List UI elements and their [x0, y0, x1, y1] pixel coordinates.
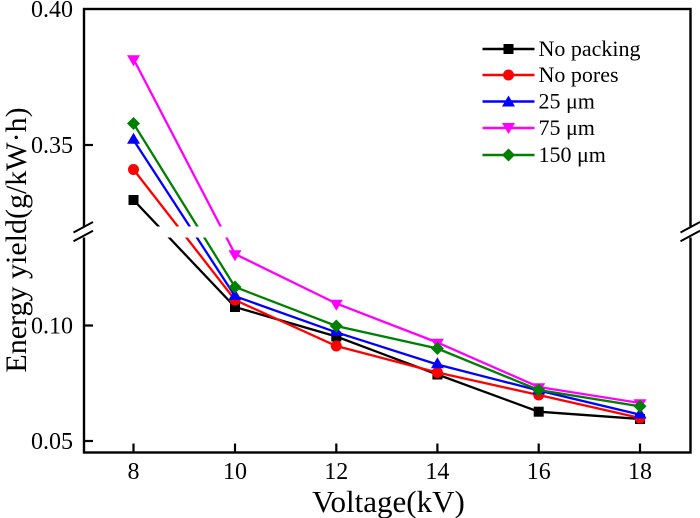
svg-text:0.40: 0.40	[31, 0, 73, 23]
svg-text:No pores: No pores	[539, 62, 619, 87]
svg-text:Voltage(kV): Voltage(kV)	[312, 484, 465, 518]
svg-text:150 μm: 150 μm	[539, 142, 606, 167]
svg-text:8: 8	[128, 459, 140, 485]
svg-text:10: 10	[223, 459, 247, 485]
svg-text:0.10: 0.10	[31, 313, 73, 339]
svg-text:0.35: 0.35	[31, 133, 73, 159]
svg-text:18: 18	[628, 459, 652, 485]
svg-text:0.05: 0.05	[31, 429, 73, 455]
svg-text:16: 16	[527, 459, 551, 485]
svg-text:75 μm: 75 μm	[539, 115, 595, 140]
svg-text:12: 12	[324, 459, 348, 485]
svg-text:25 μm: 25 μm	[539, 89, 595, 114]
svg-text:No packing: No packing	[539, 36, 641, 61]
svg-text:Energy yield(g/kW·h): Energy yield(g/kW·h)	[0, 107, 33, 372]
svg-text:14: 14	[425, 459, 449, 485]
